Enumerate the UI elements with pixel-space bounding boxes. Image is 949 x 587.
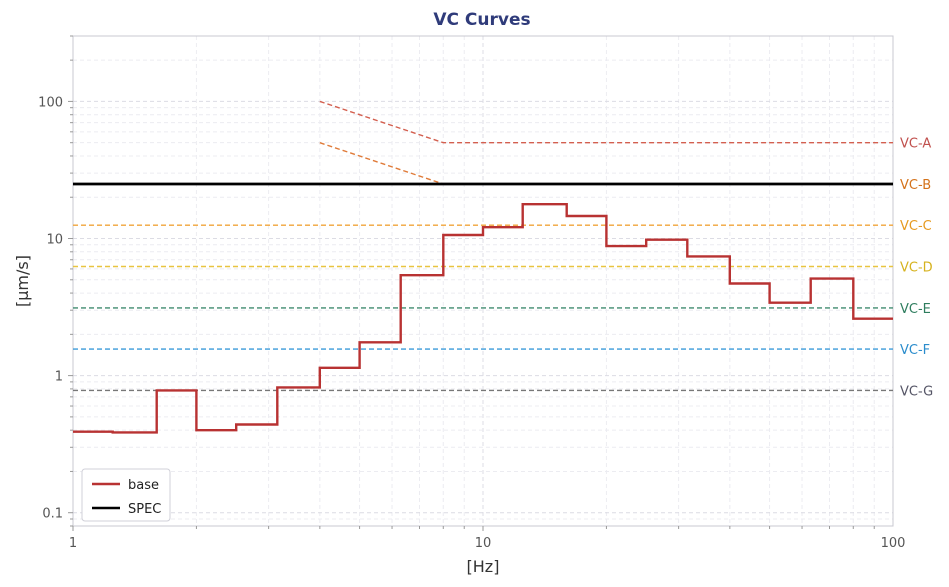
- x-tick-label: 1: [69, 536, 77, 551]
- legend-label: base: [128, 478, 159, 493]
- x-tick-label: 10: [475, 536, 492, 551]
- grid: [72, 35, 893, 527]
- legend: base SPEC: [81, 468, 171, 522]
- reference-curve-label: VC-A: [900, 137, 931, 152]
- x-axis-label: [Hz]: [467, 557, 500, 576]
- reference-curve-label: VC-C: [900, 219, 932, 234]
- chart-title: VC Curves: [433, 10, 530, 30]
- x-tick-label: 100: [881, 536, 906, 551]
- reference-curve-label: VC-D: [900, 260, 933, 275]
- reference-curve-vc-a: [319, 100, 893, 144]
- reference-curve-label: VC-F: [900, 343, 930, 358]
- data-series: [73, 182, 893, 434]
- y-tick-label: 1: [55, 370, 63, 385]
- y-tick-label: 0.1: [42, 507, 63, 522]
- legend-label: SPEC: [128, 502, 161, 517]
- reference-curves: VC-A VC-B VC-C VC-D VC-E VC-F VC-G: [73, 100, 933, 399]
- y-tick-label: 100: [38, 95, 63, 110]
- reference-curve-label: VC-G: [900, 384, 933, 399]
- reference-curve-label: VC-E: [900, 302, 931, 317]
- reference-curve-label: VC-B: [900, 178, 931, 193]
- y-axis-label: [µm/s]: [13, 255, 32, 307]
- axis-ticks: 1 10 100 0.1 1 10 100: [38, 35, 906, 551]
- y-tick-label: 10: [46, 233, 63, 248]
- series-line-base: [73, 202, 893, 434]
